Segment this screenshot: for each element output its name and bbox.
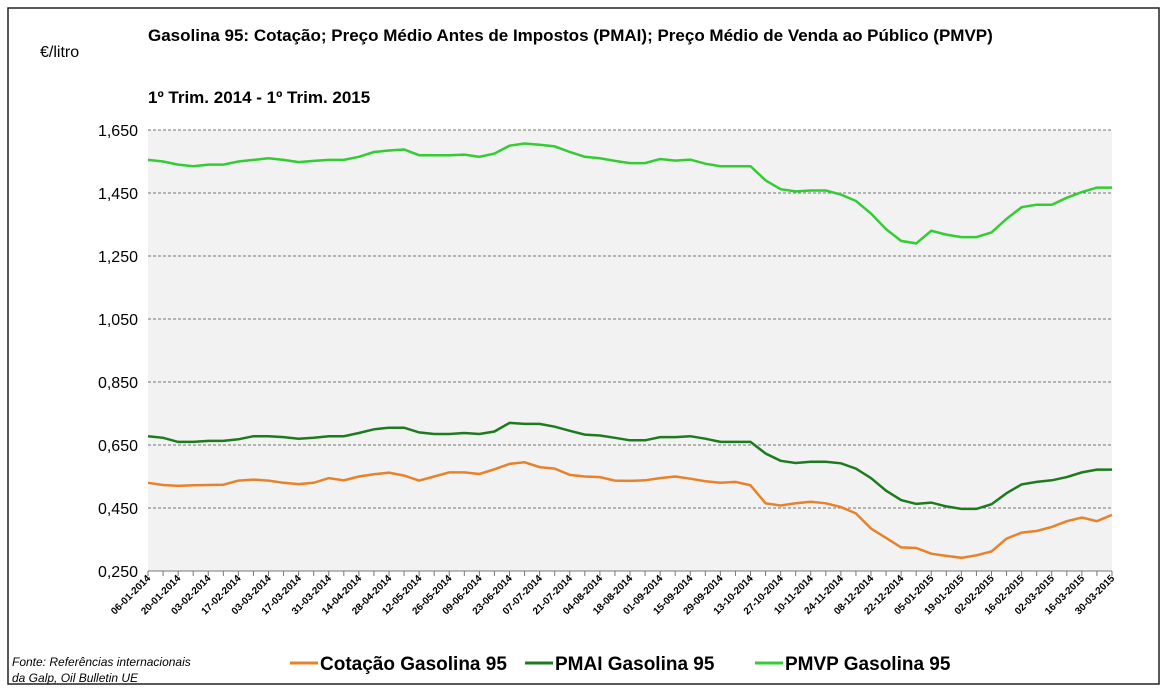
y-tick-label: 1,450 bbox=[98, 186, 138, 203]
y-axis-label: €/litro bbox=[40, 44, 80, 61]
y-tick-label: 0,850 bbox=[98, 375, 138, 392]
chart-title: Gasolina 95: Cotação; Preço Médio Antes … bbox=[148, 26, 993, 45]
legend-label: PMVP Gasolina 95 bbox=[785, 654, 951, 675]
y-tick-label: 0,450 bbox=[98, 501, 138, 518]
y-tick-label: 0,250 bbox=[98, 564, 138, 581]
plot-area bbox=[148, 130, 1112, 571]
series-line bbox=[147, 461, 1113, 560]
y-tick-label: 0,650 bbox=[98, 438, 138, 455]
legend-label: PMAI Gasolina 95 bbox=[555, 654, 715, 675]
y-tick-label: 1,050 bbox=[98, 312, 138, 329]
series-line bbox=[147, 421, 1112, 511]
series-line bbox=[147, 142, 1112, 245]
chart-subtitle: 1º Trim. 2014 - 1º Trim. 2015 bbox=[148, 88, 371, 107]
y-tick-label: 1,650 bbox=[98, 123, 138, 140]
legend-label: Cotação Gasolina 95 bbox=[320, 654, 507, 675]
source-line: da Galp, Oil Bulletin UE bbox=[12, 671, 139, 685]
y-tick-label: 1,250 bbox=[98, 249, 138, 266]
source-line: Fonte: Referências internacionais bbox=[12, 655, 191, 669]
source: Fonte: Referências internacionais da Gal… bbox=[12, 654, 191, 686]
